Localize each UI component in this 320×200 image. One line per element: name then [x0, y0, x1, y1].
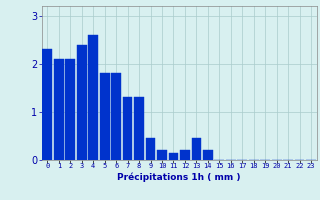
Bar [77, 45, 87, 160]
X-axis label: Précipitations 1h ( mm ): Précipitations 1h ( mm ) [117, 172, 241, 182]
Bar [43, 49, 52, 160]
Bar [54, 59, 64, 160]
Bar [146, 138, 156, 160]
Bar [180, 150, 190, 160]
Bar [134, 97, 144, 160]
Bar [111, 73, 121, 160]
Bar [100, 73, 109, 160]
Bar [169, 153, 178, 160]
Bar [65, 59, 75, 160]
Bar [123, 97, 132, 160]
Bar [88, 35, 98, 160]
Bar [203, 150, 213, 160]
Bar [192, 138, 201, 160]
Bar [157, 150, 167, 160]
